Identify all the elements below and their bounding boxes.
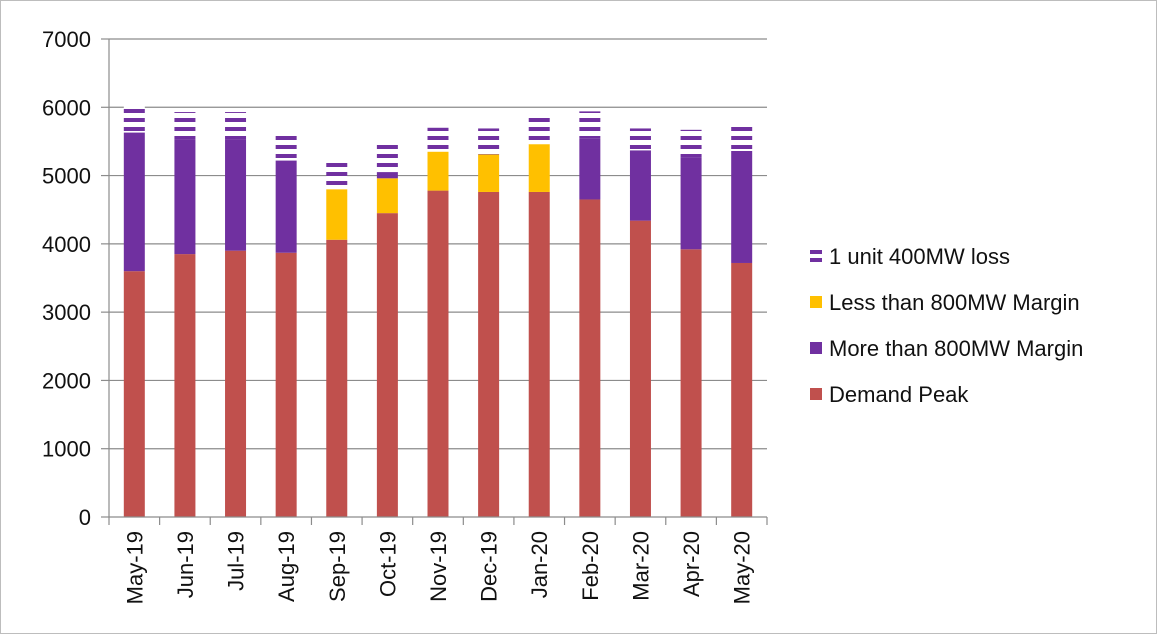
x-tick-label: Jun-19 — [173, 531, 198, 598]
y-tick-label: 0 — [79, 505, 91, 530]
bar-demand-peak — [579, 199, 601, 517]
bar-demand-peak — [427, 190, 449, 517]
x-tick-label: Nov-19 — [426, 531, 451, 602]
bar-less-than-800mw-margin — [376, 178, 398, 214]
bar-demand-peak — [680, 249, 702, 517]
x-tick-label: Sep-19 — [325, 531, 350, 602]
bar-1-unit-400mw-loss — [174, 112, 196, 140]
bar-1-unit-400mw-loss — [376, 144, 398, 173]
bar-1-unit-400mw-loss — [123, 105, 145, 133]
bar-less-than-800mw-margin — [528, 144, 550, 192]
legend-swatch — [810, 250, 822, 254]
bar-demand-peak — [123, 271, 145, 517]
bar-1-unit-400mw-loss — [478, 128, 500, 155]
bar-1-unit-400mw-loss — [326, 161, 348, 190]
bar-demand-peak — [478, 191, 500, 517]
x-tick-label: Dec-19 — [477, 531, 502, 602]
y-tick-label: 5000 — [42, 164, 91, 189]
bar-less-than-800mw-margin — [427, 151, 449, 191]
y-tick-label: 1000 — [42, 437, 91, 462]
bar-more-than-800mw-margin — [174, 139, 196, 255]
x-tick-label: Apr-20 — [679, 531, 704, 597]
x-tick-label: Mar-20 — [628, 531, 653, 601]
legend-swatch — [810, 342, 822, 354]
bar-more-than-800mw-margin — [629, 150, 651, 221]
legend: 1 unit 400MW loss Less than 800MW Margin M… — [810, 244, 1083, 407]
legend-swatch — [810, 258, 822, 262]
bar-more-than-800mw-margin — [579, 138, 601, 200]
bar-more-than-800mw-margin — [680, 157, 702, 250]
bar-demand-peak — [731, 262, 753, 517]
y-tick-label: 2000 — [42, 368, 91, 393]
bar-demand-peak — [275, 252, 297, 517]
bar-less-than-800mw-margin — [478, 154, 500, 192]
bar-less-than-800mw-margin — [326, 189, 348, 240]
y-tick-label: 3000 — [42, 300, 91, 325]
bar-demand-peak — [326, 239, 348, 517]
bars — [123, 105, 753, 517]
legend-label: 1 unit 400MW loss — [829, 244, 1010, 269]
x-tick-label: Aug-19 — [274, 531, 299, 602]
legend-swatch — [810, 296, 822, 308]
bar-demand-peak — [174, 254, 196, 517]
bar-1-unit-400mw-loss — [275, 133, 297, 161]
y-tick-label: 4000 — [42, 232, 91, 257]
bar-more-than-800mw-margin — [731, 150, 753, 263]
x-tick-label: Jul-19 — [224, 531, 249, 591]
x-tick-label: Feb-20 — [578, 531, 603, 601]
bar-1-unit-400mw-loss — [680, 129, 702, 158]
bar-more-than-800mw-margin — [225, 139, 247, 251]
bar-1-unit-400mw-loss — [427, 127, 449, 152]
x-tick-label: Oct-19 — [375, 531, 400, 597]
bar-demand-peak — [629, 220, 651, 517]
bar-1-unit-400mw-loss — [528, 116, 550, 145]
bar-1-unit-400mw-loss — [579, 111, 601, 139]
bar-demand-peak — [528, 191, 550, 517]
bar-more-than-800mw-margin — [376, 172, 398, 179]
bar-1-unit-400mw-loss — [225, 112, 247, 140]
legend-label: Demand Peak — [829, 382, 969, 407]
y-tick-label: 7000 — [42, 27, 91, 52]
x-tick-label: Jan-20 — [527, 531, 552, 598]
legend-swatch — [810, 388, 822, 400]
x-tick-label: May-20 — [730, 531, 755, 604]
x-tick-label: May-19 — [122, 531, 147, 604]
bar-demand-peak — [376, 213, 398, 517]
bar-1-unit-400mw-loss — [731, 123, 753, 151]
bar-1-unit-400mw-loss — [629, 128, 651, 151]
bar-more-than-800mw-margin — [123, 132, 145, 272]
y-tick-label: 6000 — [42, 95, 91, 120]
bar-more-than-800mw-margin — [275, 160, 297, 253]
axes: 0 1000 2000 3000 4000 5000 6000 7000 May-19 Jun-1… — [42, 27, 768, 604]
bar-demand-peak — [225, 250, 247, 517]
legend-label: More than 800MW Margin — [829, 336, 1083, 361]
legend-label: Less than 800MW Margin — [829, 290, 1080, 315]
